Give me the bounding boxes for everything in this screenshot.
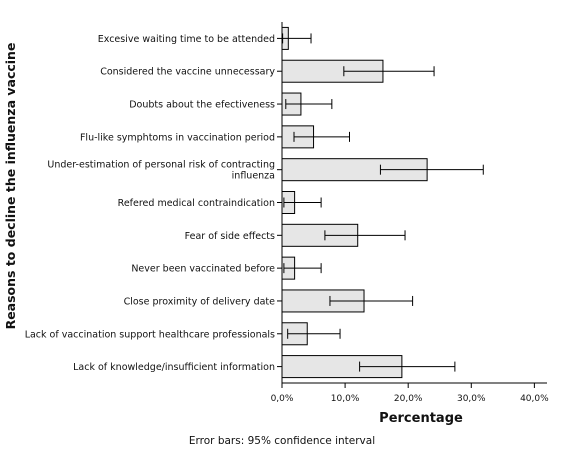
error-bars-note: Error bars: 95% confidence interval <box>189 435 375 447</box>
category-label: Fear of side effects <box>185 231 275 242</box>
category-label: Excesive waiting time to be attended <box>98 34 275 45</box>
x-tick-label: 40,0% <box>520 394 549 404</box>
x-tick-label: 0,0% <box>271 394 294 404</box>
category-label: Under-estimation of personal risk of con… <box>47 160 275 182</box>
category-label: Close proximity of delivery date <box>124 296 276 307</box>
error-bars <box>282 33 484 372</box>
category-label: Refered medical contraindication <box>118 198 275 209</box>
x-axis-ticks: 0,0% 10,0% 20,0% 30,0% 40,0% <box>271 383 549 404</box>
x-tick-label: 20,0% <box>394 394 423 404</box>
x-tick-label: 30,0% <box>457 394 486 404</box>
category-label: Considered the vaccine unnecessary <box>100 67 275 78</box>
y-axis-label: Reasons to decline the influenza vaccine <box>3 43 18 330</box>
category-label: Lack of knowledge/insufficient informati… <box>73 362 275 373</box>
category-label: Flu-like symphtoms in vaccination period <box>80 132 275 143</box>
category-label: Never been vaccinated before <box>131 264 275 275</box>
category-label: Doubts about the efectiveness <box>129 100 275 111</box>
x-tick-label: 10,0% <box>331 394 360 404</box>
x-axis-label: Percentage <box>379 411 463 426</box>
category-label: Lack of vaccination support healthcare p… <box>25 329 275 340</box>
category-labels: Excesive waiting time to be attended Cons… <box>25 34 276 373</box>
